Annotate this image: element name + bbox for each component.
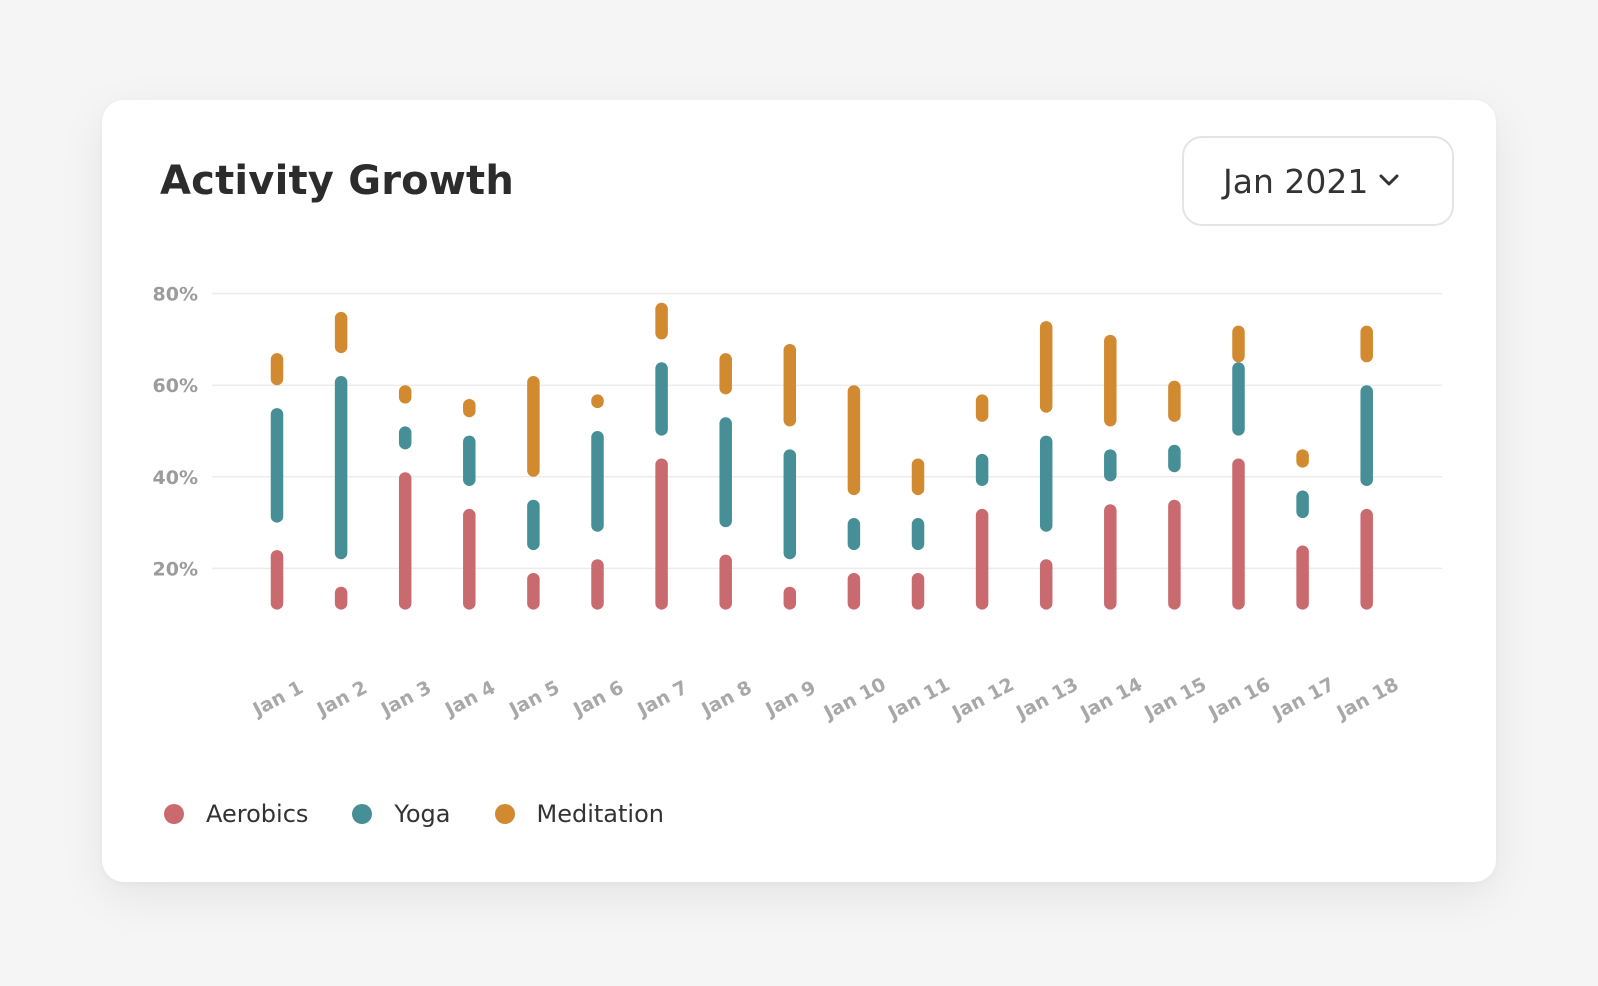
x-tick-label: Jan 11	[883, 673, 954, 725]
bar-aerobics-jan-16[interactable]	[1232, 458, 1245, 610]
y-axis-ticks: 20% 40% 60% 80%	[153, 284, 198, 581]
month-select[interactable]: Jan 2021	[1182, 136, 1454, 226]
x-tick-label: Jan 6	[568, 676, 627, 721]
bar-yoga-jan-13[interactable]	[1039, 435, 1053, 532]
x-tick-label: Jan 15	[1139, 673, 1210, 725]
x-tick-label: Jan 5	[504, 676, 563, 721]
bar-meditation-jan-2[interactable]	[334, 311, 348, 354]
bar-meditation-jan-15[interactable]	[1168, 380, 1181, 422]
x-tick-label: Jan 10	[819, 673, 890, 725]
activity-growth-card: Activity Growth Jan 2021 20% 40% 60% 80% Ja…	[102, 100, 1496, 882]
bar-meditation-jan-1[interactable]	[270, 353, 284, 386]
legend-dot-aerobics	[164, 804, 184, 824]
chevron-down-icon	[1379, 174, 1399, 186]
x-tick-label: Jan 3	[376, 676, 435, 721]
y-tick-label: 80%	[153, 284, 198, 306]
bar-yoga-jan-3[interactable]	[398, 426, 412, 450]
x-tick-label: Jan 12	[947, 673, 1018, 725]
x-tick-label: Jan 7	[632, 676, 691, 721]
bar-yoga-jan-7[interactable]	[655, 362, 668, 436]
bar-segments	[270, 302, 1373, 610]
month-select-value: Jan 2021	[1223, 161, 1369, 201]
bar-aerobics-jan-18[interactable]	[1360, 508, 1373, 610]
bar-aerobics-jan-6[interactable]	[591, 559, 604, 610]
bar-meditation-jan-4[interactable]	[463, 398, 476, 418]
bar-meditation-jan-16[interactable]	[1232, 325, 1245, 363]
legend-label-aerobics: Aerobics	[206, 800, 309, 828]
bar-yoga-jan-5[interactable]	[527, 499, 540, 551]
bar-meditation-jan-18[interactable]	[1360, 325, 1373, 363]
x-axis-ticks: Jan 1 Jan 2 Jan 3 Jan 4 Jan 5 Jan 6 Jan 7 Jan 8…	[248, 673, 1403, 725]
bar-aerobics-jan-1[interactable]	[270, 550, 284, 610]
x-tick-label: Jan 4	[440, 676, 499, 721]
y-tick-label: 20%	[153, 558, 198, 580]
bar-meditation-jan-14[interactable]	[1104, 334, 1117, 427]
bar-aerobics-jan-3[interactable]	[398, 472, 412, 610]
bar-yoga-jan-15[interactable]	[1168, 444, 1181, 473]
bar-yoga-jan-16[interactable]	[1232, 362, 1245, 436]
bar-aerobics-jan-12[interactable]	[975, 508, 989, 610]
bar-meditation-jan-10[interactable]	[847, 385, 861, 496]
bar-aerobics-jan-7[interactable]	[655, 458, 668, 610]
bar-yoga-jan-6[interactable]	[591, 431, 604, 532]
bar-meditation-jan-5[interactable]	[527, 376, 540, 477]
bar-aerobics-jan-9[interactable]	[783, 586, 797, 610]
bar-meditation-jan-17[interactable]	[1296, 449, 1309, 468]
bar-aerobics-jan-4[interactable]	[463, 508, 476, 610]
bar-aerobics-jan-10[interactable]	[847, 572, 861, 610]
bar-meditation-jan-11[interactable]	[911, 458, 925, 496]
bar-yoga-jan-11[interactable]	[911, 518, 925, 551]
bar-yoga-jan-8[interactable]	[719, 417, 732, 528]
activity-chart: 20%40%60%80% Jan 1 Jan 2 Jan 3 Jan 4 Jan 5 Ja…	[153, 284, 1442, 725]
bar-meditation-jan-7[interactable]	[655, 302, 668, 340]
bar-meditation-jan-9[interactable]	[783, 343, 797, 427]
bar-yoga-jan-9[interactable]	[783, 449, 797, 560]
legend-item-aerobics[interactable]: Aerobics	[164, 800, 308, 828]
bar-meditation-jan-6[interactable]	[591, 394, 604, 409]
legend-dot-yoga	[352, 804, 373, 824]
bar-aerobics-jan-15[interactable]	[1168, 499, 1181, 610]
bar-yoga-jan-12[interactable]	[975, 453, 989, 486]
x-tick-label: Jan 14	[1075, 673, 1146, 725]
bar-yoga-jan-4[interactable]	[463, 435, 476, 486]
y-tick-label: 60%	[153, 375, 198, 397]
x-tick-label: Jan 1	[248, 676, 307, 721]
bar-meditation-jan-3[interactable]	[398, 385, 412, 404]
x-tick-label: Jan 13	[1011, 673, 1082, 725]
y-tick-label: 40%	[153, 467, 198, 489]
card-title: Activity Growth	[160, 158, 514, 204]
bar-yoga-jan-1[interactable]	[270, 408, 284, 523]
bar-yoga-jan-18[interactable]	[1360, 385, 1373, 486]
bar-meditation-jan-12[interactable]	[975, 394, 989, 422]
bar-aerobics-jan-11[interactable]	[911, 572, 925, 610]
x-tick-label: Jan 18	[1332, 673, 1403, 725]
bar-aerobics-jan-2[interactable]	[334, 586, 348, 610]
bar-meditation-jan-8[interactable]	[719, 353, 732, 395]
x-tick-label: Jan 17	[1268, 673, 1339, 725]
legend-dot-meditation	[494, 804, 515, 824]
bar-aerobics-jan-17[interactable]	[1296, 545, 1309, 610]
bar-aerobics-jan-13[interactable]	[1039, 559, 1053, 610]
legend-item-yoga[interactable]: Yoga	[352, 800, 451, 828]
x-tick-label: Jan 8	[696, 676, 755, 721]
x-tick-label: Jan 2	[312, 676, 371, 721]
legend-label-yoga: Yoga	[394, 800, 451, 828]
x-tick-label: Jan 9	[761, 676, 820, 721]
legend-label-meditation: Meditation	[536, 800, 664, 828]
grid-lines	[212, 292, 1442, 570]
bar-aerobics-jan-5[interactable]	[527, 572, 540, 610]
bar-yoga-jan-17[interactable]	[1296, 490, 1309, 519]
bar-aerobics-jan-14[interactable]	[1104, 504, 1117, 610]
x-tick-label: Jan 16	[1203, 673, 1274, 725]
bar-meditation-jan-13[interactable]	[1039, 321, 1053, 413]
bar-yoga-jan-2[interactable]	[334, 376, 348, 560]
bar-aerobics-jan-8[interactable]	[719, 554, 732, 610]
legend-item-meditation[interactable]: Meditation	[494, 800, 664, 828]
bar-yoga-jan-14[interactable]	[1104, 449, 1117, 482]
bar-yoga-jan-10[interactable]	[847, 518, 861, 551]
chart-legend: Aerobics Yoga Meditation	[164, 800, 708, 828]
